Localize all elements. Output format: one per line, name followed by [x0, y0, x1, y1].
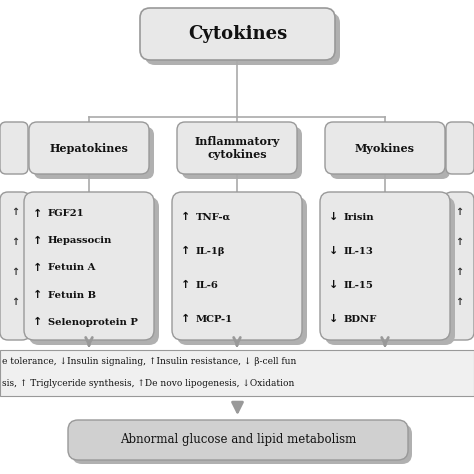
Text: ↑: ↑	[11, 297, 19, 307]
Text: ↑: ↑	[11, 267, 19, 277]
FancyBboxPatch shape	[140, 8, 335, 60]
Text: Fetuin B: Fetuin B	[48, 291, 96, 300]
FancyBboxPatch shape	[320, 192, 450, 340]
Text: ↑: ↑	[182, 246, 191, 256]
Text: ↑: ↑	[11, 207, 19, 217]
Text: ↑: ↑	[182, 280, 191, 290]
Text: Fetuin A: Fetuin A	[48, 264, 95, 273]
FancyBboxPatch shape	[172, 192, 302, 340]
FancyBboxPatch shape	[0, 122, 28, 174]
Text: Irisin: Irisin	[344, 212, 374, 221]
Bar	[0, 350, 474, 396]
Text: ↑: ↑	[455, 207, 463, 217]
FancyBboxPatch shape	[325, 122, 445, 174]
FancyBboxPatch shape	[29, 197, 159, 345]
Text: BDNF: BDNF	[344, 315, 377, 323]
Text: ↑: ↑	[33, 236, 43, 246]
FancyBboxPatch shape	[325, 197, 455, 345]
FancyBboxPatch shape	[72, 424, 412, 464]
FancyBboxPatch shape	[177, 122, 297, 174]
FancyBboxPatch shape	[34, 127, 154, 179]
FancyBboxPatch shape	[24, 192, 154, 340]
FancyBboxPatch shape	[177, 197, 307, 345]
Text: IL-15: IL-15	[344, 281, 374, 290]
Text: Inflammatory
cytokines: Inflammatory cytokines	[194, 136, 280, 160]
Text: sis, ↑ Triglyceride synthesis, ↑​De novo​ lipogenesis, ↓Oxidation: sis, ↑ Triglyceride synthesis, ↑​De novo…	[2, 380, 294, 389]
Text: FGF21: FGF21	[48, 209, 85, 218]
Text: ↓: ↓	[329, 212, 339, 222]
Text: Hepatokines: Hepatokines	[50, 143, 128, 154]
Text: ↑: ↑	[455, 267, 463, 277]
FancyBboxPatch shape	[330, 127, 450, 179]
Text: Myokines: Myokines	[355, 143, 415, 154]
Text: ↑: ↑	[33, 318, 43, 328]
Text: ↑: ↑	[33, 263, 43, 273]
Text: ↑: ↑	[33, 290, 43, 300]
FancyBboxPatch shape	[68, 420, 408, 460]
Text: Hepassocin: Hepassocin	[48, 237, 112, 246]
Text: Abnormal glucose and lipid metabolism: Abnormal glucose and lipid metabolism	[120, 434, 356, 447]
Text: ↑: ↑	[455, 297, 463, 307]
Text: IL-13: IL-13	[344, 246, 374, 255]
FancyBboxPatch shape	[29, 122, 149, 174]
Text: ↑: ↑	[182, 314, 191, 324]
Text: ↑: ↑	[33, 209, 43, 219]
FancyBboxPatch shape	[446, 122, 474, 174]
FancyBboxPatch shape	[182, 127, 302, 179]
FancyBboxPatch shape	[444, 192, 474, 340]
Text: Selenoprotein P: Selenoprotein P	[48, 318, 138, 327]
Text: ↑: ↑	[11, 237, 19, 247]
Text: ↓: ↓	[329, 280, 339, 290]
FancyBboxPatch shape	[145, 13, 340, 65]
Text: IL-6: IL-6	[196, 281, 219, 290]
Text: ↑: ↑	[182, 212, 191, 222]
Text: MCP-1: MCP-1	[196, 315, 233, 323]
Text: ↓: ↓	[329, 314, 339, 324]
Text: ↓: ↓	[329, 246, 339, 256]
Text: IL-1β: IL-1β	[196, 246, 226, 255]
Text: ↑: ↑	[455, 237, 463, 247]
FancyBboxPatch shape	[0, 192, 30, 340]
Text: Cytokines: Cytokines	[188, 25, 287, 43]
Text: TNF-α: TNF-α	[196, 212, 231, 221]
Text: e tolerance, ↓Insulin signaling, ↑Insulin resistance, ↓ β-cell fun: e tolerance, ↓Insulin signaling, ↑Insuli…	[2, 357, 296, 366]
